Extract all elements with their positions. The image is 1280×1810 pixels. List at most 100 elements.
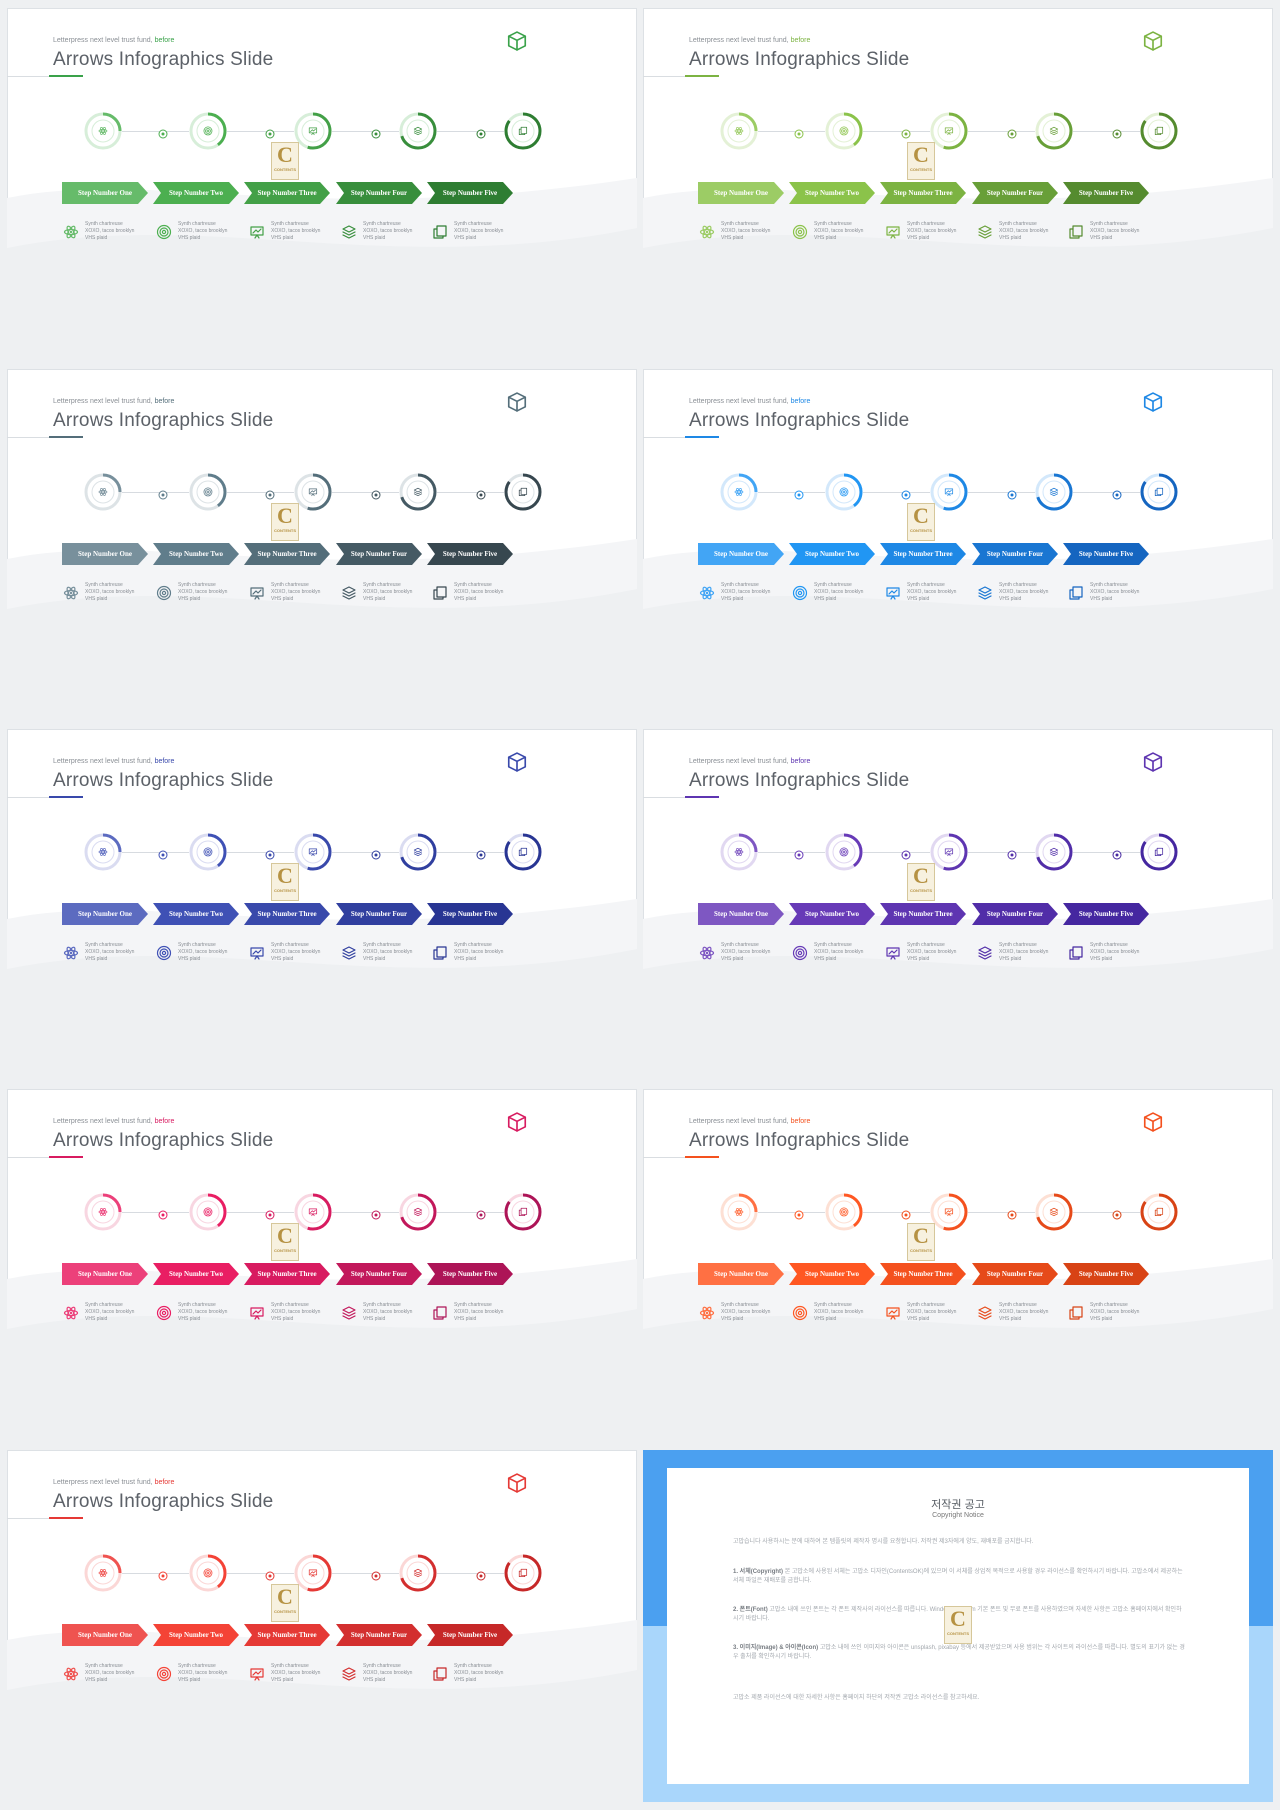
step-arrow-5[interactable]: Step Number Five (1063, 543, 1149, 565)
step-arrow-1[interactable]: Step Number One (698, 1263, 784, 1285)
cube-icon (506, 391, 528, 413)
step-progress-ring-5 (504, 112, 542, 150)
step-arrow-3[interactable]: Step Number Three (880, 182, 966, 204)
connector-dot (901, 487, 911, 500)
slide-gray[interactable]: Letterpress next level trust fund, befor… (7, 369, 637, 721)
step-label: Step Number Two (168, 910, 224, 918)
step-arrow-2[interactable]: Step Number Two (789, 182, 875, 204)
step-arrow-3[interactable]: Step Number Three (244, 543, 330, 565)
step-arrow-5[interactable]: Step Number Five (427, 1624, 513, 1646)
step-progress-ring-2 (189, 473, 227, 511)
step-arrow-4[interactable]: Step Number Four (972, 1263, 1058, 1285)
step-arrow-1[interactable]: Step Number One (62, 182, 148, 204)
step-progress-ring-2 (825, 1193, 863, 1231)
step-label: Step Number One (714, 1270, 768, 1278)
step-arrow-5[interactable]: Step Number Five (427, 1263, 513, 1285)
notice-p2-label: 2. 폰트(Font) (733, 1607, 768, 1613)
subtitle-text: Letterpress next level trust fund, (689, 1118, 789, 1125)
step-arrow-5[interactable]: Step Number Five (427, 903, 513, 925)
step-arrow-4[interactable]: Step Number Four (336, 543, 422, 565)
step-progress-ring-4 (1035, 112, 1073, 150)
step-arrow-2[interactable]: Step Number Two (789, 1263, 875, 1285)
step-arrow-2[interactable]: Step Number Two (153, 1263, 239, 1285)
step-description-3: Synth chartreuse XOXO, tacos brooklyn VHS … (271, 221, 325, 242)
atom-icon (98, 848, 108, 856)
step-arrow-3[interactable]: Step Number Three (880, 543, 966, 565)
step-arrow-3[interactable]: Step Number Three (244, 182, 330, 204)
step-progress-ring-4 (399, 473, 437, 511)
step-label: Step Number Four (986, 189, 1044, 197)
step-arrow-1[interactable]: Step Number One (698, 903, 784, 925)
layers-icon (413, 1568, 423, 1578)
step-description-1: Synth chartreuse XOXO, tacos brooklyn VHS … (721, 1302, 775, 1323)
progress-arc (930, 1193, 968, 1231)
contents-watermark: C CONTENTS (271, 142, 299, 180)
progress-arc (504, 1554, 542, 1592)
slide-orange[interactable]: Letterpress next level trust fund, befor… (643, 1089, 1273, 1441)
progress-arc (1140, 112, 1178, 150)
connector-dot (901, 126, 911, 139)
step-arrow-2[interactable]: Step Number Two (153, 903, 239, 925)
step-arrow-1[interactable]: Step Number One (62, 543, 148, 565)
step-arrow-5[interactable]: Step Number Five (1063, 182, 1149, 204)
step-arrow-3[interactable]: Step Number Three (244, 1263, 330, 1285)
step-arrow-2[interactable]: Step Number Two (153, 182, 239, 204)
step-arrow-1[interactable]: Step Number One (62, 1263, 148, 1285)
slide-green-1[interactable]: Letterpress next level trust fund, befor… (7, 8, 637, 360)
step-arrow-4[interactable]: Step Number Four (336, 1263, 422, 1285)
step-arrow-2[interactable]: Step Number Two (153, 1624, 239, 1646)
step-connector (122, 1212, 189, 1213)
step-arrow-5[interactable]: Step Number Five (427, 543, 513, 565)
progress-arc (825, 112, 863, 150)
description-line: XOXO, tacos brooklyn (271, 949, 321, 955)
step-arrow-4[interactable]: Step Number Four (972, 903, 1058, 925)
slide-blue[interactable]: Letterpress next level trust fund, befor… (643, 369, 1273, 721)
step-arrow-5[interactable]: Step Number Five (1063, 903, 1149, 925)
step-description-5: Synth chartreuse XOXO, tacos brooklyn VHS … (454, 1302, 508, 1323)
step-arrow-4[interactable]: Step Number Four (972, 182, 1058, 204)
step-arrow-1[interactable]: Step Number One (698, 182, 784, 204)
notice-p1-label: 1. 서체(Copyright) (733, 1569, 784, 1575)
step-arrow-1[interactable]: Step Number One (62, 903, 148, 925)
step-arrow-4[interactable]: Step Number Four (336, 1624, 422, 1646)
step-arrow-1[interactable]: Step Number One (62, 1624, 148, 1646)
step-progress-ring-1 (720, 112, 758, 150)
title-underline (7, 437, 49, 438)
step-description-2: Synth chartreuse XOXO, tacos brooklyn VHS … (814, 221, 868, 242)
title-underline-accent (685, 436, 719, 438)
step-arrow-3[interactable]: Step Number Three (244, 903, 330, 925)
step-arrow-3[interactable]: Step Number Three (880, 1263, 966, 1285)
step-label: Step Number Five (1078, 1270, 1134, 1278)
slide-indigo[interactable]: Letterpress next level trust fund, befor… (7, 729, 637, 1081)
slide-purple[interactable]: Letterpress next level trust fund, befor… (643, 729, 1273, 1081)
atom-icon (63, 1666, 79, 1682)
copyright-notice-slide[interactable]: 저작권 공고 Copyright Notice 고맙습니다 사용하시는 분에 대… (643, 1450, 1273, 1802)
step-arrow-3[interactable]: Step Number Three (880, 903, 966, 925)
step-description-4: Synth chartreuse XOXO, tacos brooklyn VHS … (999, 221, 1053, 242)
step-arrow-2[interactable]: Step Number Two (153, 543, 239, 565)
step-connector (1073, 1212, 1140, 1213)
description-line: XOXO, tacos brooklyn (454, 1670, 504, 1676)
step-arrow-5[interactable]: Step Number Five (1063, 1263, 1149, 1285)
slide-green-2[interactable]: Letterpress next level trust fund, befor… (643, 8, 1273, 360)
step-arrow-3[interactable]: Step Number Three (244, 1624, 330, 1646)
step-label: Step Number One (714, 189, 768, 197)
step-arrow-2[interactable]: Step Number Two (789, 903, 875, 925)
connector-dot (371, 487, 381, 500)
description-line: XOXO, tacos brooklyn (363, 228, 413, 234)
step-arrow-4[interactable]: Step Number Four (336, 182, 422, 204)
layers-icon (341, 1305, 357, 1321)
step-arrow-4[interactable]: Step Number Four (336, 903, 422, 925)
step-arrow-5[interactable]: Step Number Five (427, 182, 513, 204)
notice-p3-text: 고맙소 내에 쓰인 이미지와 아이콘은 unsplash, pixabay 등에… (733, 1645, 1185, 1660)
step-arrow-1[interactable]: Step Number One (698, 543, 784, 565)
progress-arc (720, 112, 758, 150)
step-arrow-4[interactable]: Step Number Four (972, 543, 1058, 565)
copy-icon (432, 585, 448, 601)
step-arrow-2[interactable]: Step Number Two (789, 543, 875, 565)
slide-red[interactable]: Letterpress next level trust fund, befor… (7, 1450, 637, 1802)
slide-pink[interactable]: Letterpress next level trust fund, befor… (7, 1089, 637, 1441)
atom-icon (699, 945, 715, 961)
description-line: Synth chartreuse (721, 582, 759, 588)
description-line: Synth chartreuse (178, 1663, 216, 1669)
